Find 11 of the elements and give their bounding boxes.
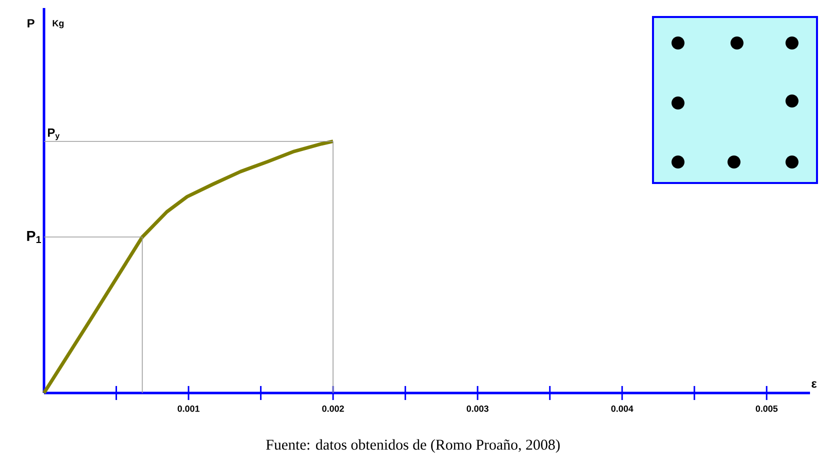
x-tick-label: 0.003 [466, 406, 488, 412]
x-tick-label: 0.004 [611, 406, 634, 412]
source-note: Fuente: datos obtenidos de (Romo Proaño, 2008) [266, 439, 560, 453]
ref-line-label: P$_{1}$ [27, 230, 42, 243]
text: Kg [52, 20, 64, 28]
ref-line-label: P$_{y}$ [48, 128, 60, 140]
text: P [28, 19, 34, 28]
x-tick-label: 0.005 [756, 406, 778, 412]
x-tick-label: 0.001 [178, 406, 200, 412]
x-axis-title: ε [812, 381, 817, 388]
x-tick-label: 0.002 [322, 406, 344, 412]
